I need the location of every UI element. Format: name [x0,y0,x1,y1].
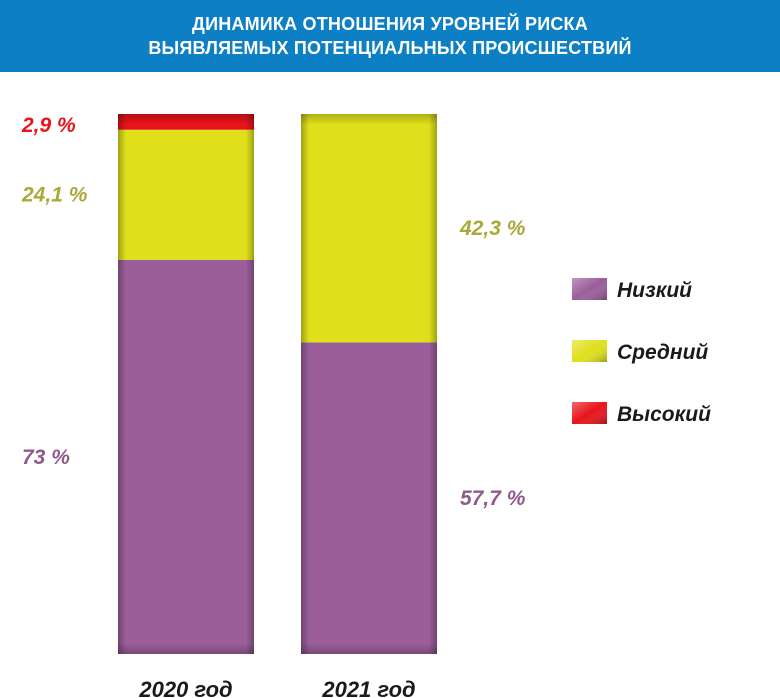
legend-label-Низкий: Низкий [617,279,692,302]
legend: Низкий Средний Высокий [572,278,711,426]
data-label-Средний-0: 24,1 % [21,184,88,207]
data-label-Средний-1: 42,3 % [459,217,526,240]
bar-shade-v-0 [118,114,254,654]
data-label-Низкий-0: 73 % [22,446,70,469]
legend-swatch-shade-Высокий [572,402,607,424]
legend-swatch-shade-Средний [572,340,607,362]
data-label-Низкий-1: 57,7 % [460,487,526,510]
bar-shade-v-1 [301,114,437,654]
chart-title-banner: ДИНАМИКА ОТНОШЕНИЯ УРОВНЕЙ РИСКА ВЫЯВЛЯЕ… [0,0,780,72]
data-label-Высокий-0: 2,9 % [21,114,76,137]
legend-label-Средний: Средний [617,341,708,364]
x-tick-label-0: 2020 год [138,677,232,698]
x-tick-label-1: 2021 год [321,677,415,698]
chart-title-line-1: ДИНАМИКА ОТНОШЕНИЯ УРОВНЕЙ РИСКА [192,14,588,34]
data-labels-layer: 73 % 24,1 % 2,9 % 57,7 % 42,3 % [21,114,526,510]
chart-title-line-2: ВЫЯВЛЯЕМЫХ ПОТЕНЦИАЛЬНЫХ ПРОИСШЕСТВИЙ [148,38,632,58]
legend-label-Высокий: Высокий [617,403,711,426]
bars-layer [118,114,437,654]
legend-swatch-shade-Низкий [572,278,607,300]
x-axis-labels: 2020 год 2021 год [138,677,415,698]
